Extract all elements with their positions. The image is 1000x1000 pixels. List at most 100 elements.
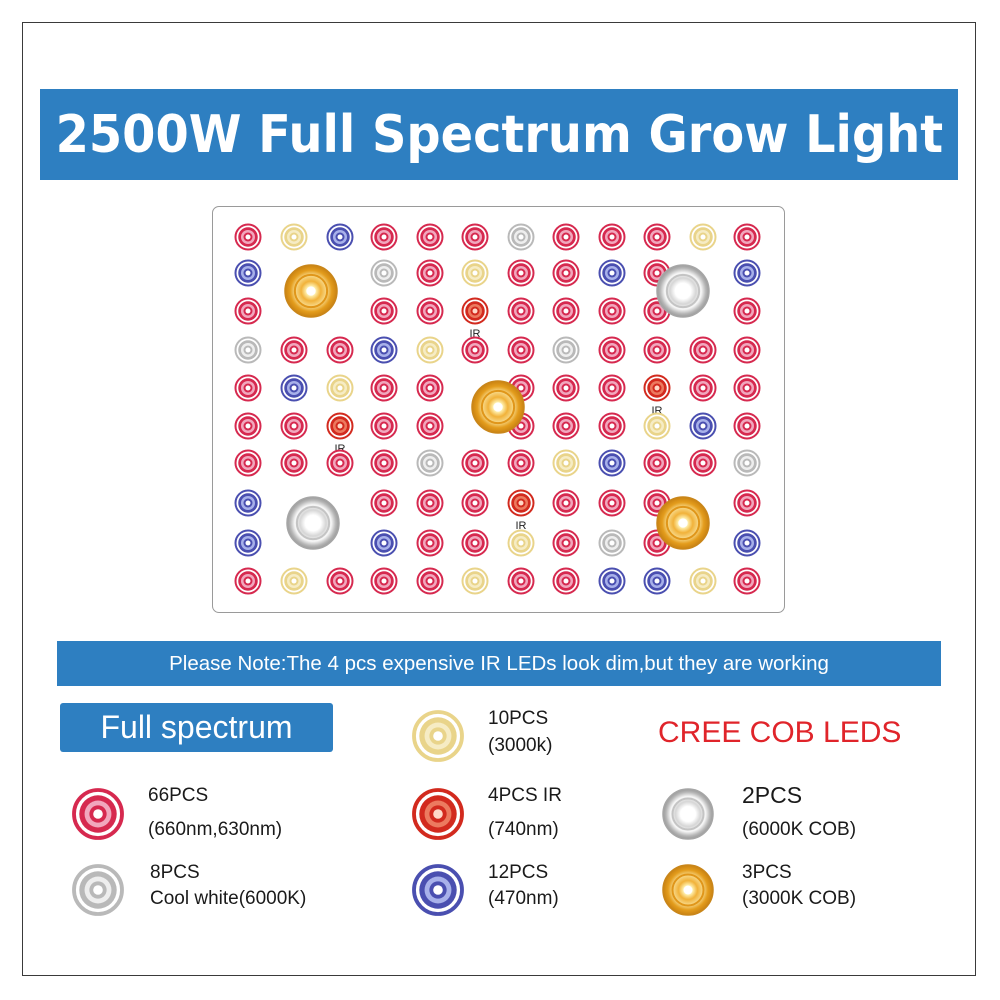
red-led <box>552 223 580 251</box>
red-led <box>689 449 717 477</box>
full-spectrum-banner: Full spectrum <box>60 703 333 752</box>
cool-cob-icon <box>662 788 714 840</box>
red-led <box>552 374 580 402</box>
red-led <box>598 223 626 251</box>
red-led <box>689 374 717 402</box>
red-led <box>416 529 444 557</box>
red-led <box>370 297 398 325</box>
red-led <box>507 567 535 595</box>
yellow-count: 10PCS <box>488 708 549 729</box>
red-count: 66PCS <box>148 785 209 806</box>
yellow-led <box>507 529 535 557</box>
red-led <box>370 449 398 477</box>
blue-led <box>733 529 761 557</box>
red-led <box>370 412 398 440</box>
blue-count: 12PCS <box>488 862 549 883</box>
cree-cob-title: CREE COB LEDS <box>658 716 902 749</box>
warm-cob-led <box>284 264 338 318</box>
white-led <box>733 449 761 477</box>
red-led <box>326 336 354 364</box>
red-led <box>280 449 308 477</box>
red-led <box>733 336 761 364</box>
red-led <box>416 259 444 287</box>
red-led <box>598 336 626 364</box>
cool-cob-led <box>286 496 340 550</box>
blue-led <box>733 259 761 287</box>
red-led-icon <box>72 788 124 840</box>
yellow-led <box>326 374 354 402</box>
red-led <box>370 567 398 595</box>
warm-cob-spec: (3000K COB) <box>742 888 857 909</box>
ir-count: 4PCS IR <box>488 785 562 806</box>
ir-label: IR <box>652 405 663 417</box>
ir-led <box>461 297 489 325</box>
yellow-led <box>461 567 489 595</box>
blue-led <box>643 567 671 595</box>
ir-label: IR <box>516 520 527 532</box>
red-led <box>416 489 444 517</box>
blue-led <box>598 259 626 287</box>
red-led <box>733 297 761 325</box>
yellow-led <box>280 223 308 251</box>
red-led <box>461 529 489 557</box>
red-led <box>552 412 580 440</box>
red-led <box>552 489 580 517</box>
cool-white-led-icon <box>72 864 124 916</box>
blue-led <box>370 336 398 364</box>
red-led <box>507 336 535 364</box>
blue-led <box>234 529 262 557</box>
blue-led <box>370 529 398 557</box>
ir-label: IR <box>470 328 481 340</box>
red-led <box>326 449 354 477</box>
warm-cob-icon <box>662 864 714 916</box>
red-led-icon <box>72 788 124 840</box>
ir-led <box>507 489 535 517</box>
yellow-led <box>416 336 444 364</box>
yellow-led <box>552 449 580 477</box>
red-led <box>234 412 262 440</box>
warm-cob-led <box>656 496 710 550</box>
blue-led-icon <box>412 864 464 916</box>
white-spec: Cool white(6000K) <box>150 888 307 909</box>
note-text: Please Note:The 4 pcs expensive IR LEDs … <box>169 651 829 675</box>
red-led <box>507 449 535 477</box>
page-title: 2500W Full Spectrum Grow Light <box>55 104 943 165</box>
red-led <box>733 489 761 517</box>
led-panel-graphic: IR IR IR IR <box>234 223 761 595</box>
white-led <box>416 449 444 477</box>
outer-frame <box>22 22 976 976</box>
warm-cob-led <box>471 380 525 434</box>
white-led <box>507 223 535 251</box>
red-led <box>234 297 262 325</box>
red-led <box>733 412 761 440</box>
white-led <box>552 336 580 364</box>
red-led <box>552 259 580 287</box>
yellow-spec: (3000k) <box>488 735 553 756</box>
red-led <box>598 374 626 402</box>
red-led <box>552 297 580 325</box>
full-spectrum-label: Full spectrum <box>100 709 293 745</box>
blue-led <box>326 223 354 251</box>
red-led <box>461 449 489 477</box>
red-led <box>326 567 354 595</box>
cool-cob-led <box>656 264 710 318</box>
red-led <box>370 374 398 402</box>
red-led <box>461 489 489 517</box>
title-banner: 2500W Full Spectrum Grow Light <box>40 89 958 180</box>
blue-led <box>598 567 626 595</box>
red-led <box>416 297 444 325</box>
red-led <box>370 489 398 517</box>
red-led <box>552 567 580 595</box>
red-led <box>733 223 761 251</box>
red-led <box>416 567 444 595</box>
blue-led <box>234 259 262 287</box>
cool-cob-count: 2PCS <box>742 782 803 808</box>
yellow-led <box>461 259 489 287</box>
blue-led <box>280 374 308 402</box>
red-led <box>461 223 489 251</box>
led-panel: IR IR IR IR <box>212 206 785 613</box>
red-led <box>598 489 626 517</box>
red-led <box>643 223 671 251</box>
white-count: 8PCS <box>150 862 200 883</box>
red-led <box>643 259 671 287</box>
